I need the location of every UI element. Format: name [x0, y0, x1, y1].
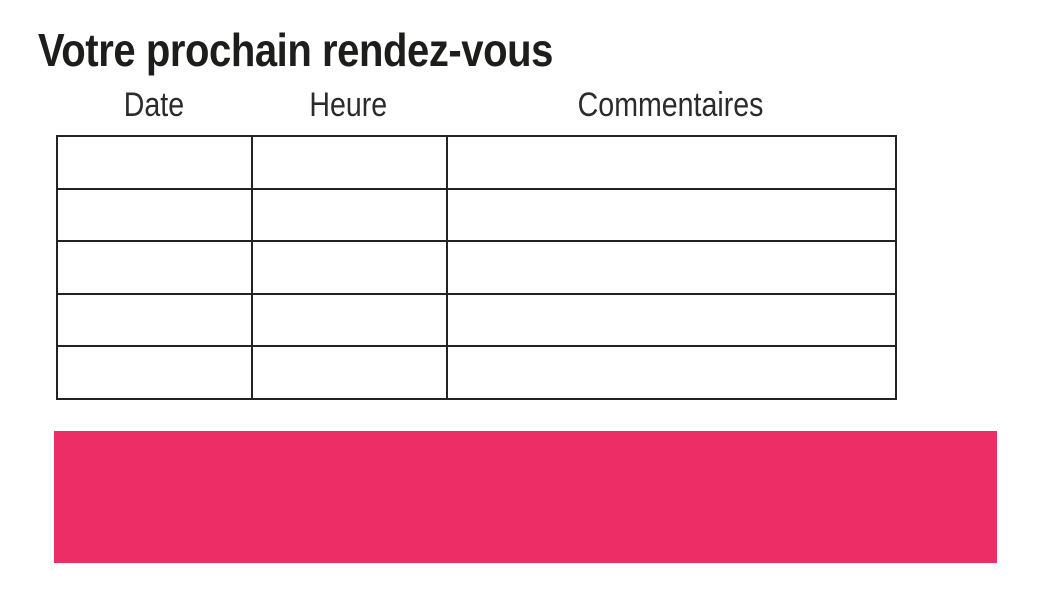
- appointments-table: [56, 135, 897, 400]
- table-cell-date: [56, 135, 253, 190]
- table-cell-commentaires: [446, 240, 897, 295]
- table-cell-heure: [251, 135, 448, 190]
- table-cell-commentaires: [446, 345, 897, 400]
- table-cell-date: [56, 292, 253, 348]
- table-cell-date: [56, 345, 253, 400]
- highlight-block: [54, 431, 997, 563]
- page-title-text: Votre prochain rendez-vous: [38, 24, 553, 76]
- page-title: Votre prochain rendez-vous: [38, 24, 630, 76]
- column-header-date: Date: [123, 86, 184, 124]
- table-row: [56, 240, 897, 295]
- table-cell-commentaires: [446, 187, 897, 243]
- table-row: [56, 345, 897, 400]
- table-cell-heure: [251, 240, 448, 295]
- table-cell-heure: [251, 345, 448, 400]
- column-header-commentaires: Commentaires: [577, 86, 764, 124]
- table-cell-date: [56, 240, 253, 295]
- table-cell-heure: [251, 187, 448, 243]
- table-column-headers: Date Heure Commentaires: [56, 86, 895, 126]
- table-cell-commentaires: [446, 292, 897, 348]
- column-header-heure: Heure: [309, 86, 388, 124]
- table-cell-heure: [251, 292, 448, 348]
- table-cell-date: [56, 187, 253, 243]
- table-row: [56, 187, 897, 243]
- table-row: [56, 135, 897, 190]
- table-row: [56, 292, 897, 348]
- table-cell-commentaires: [446, 135, 897, 190]
